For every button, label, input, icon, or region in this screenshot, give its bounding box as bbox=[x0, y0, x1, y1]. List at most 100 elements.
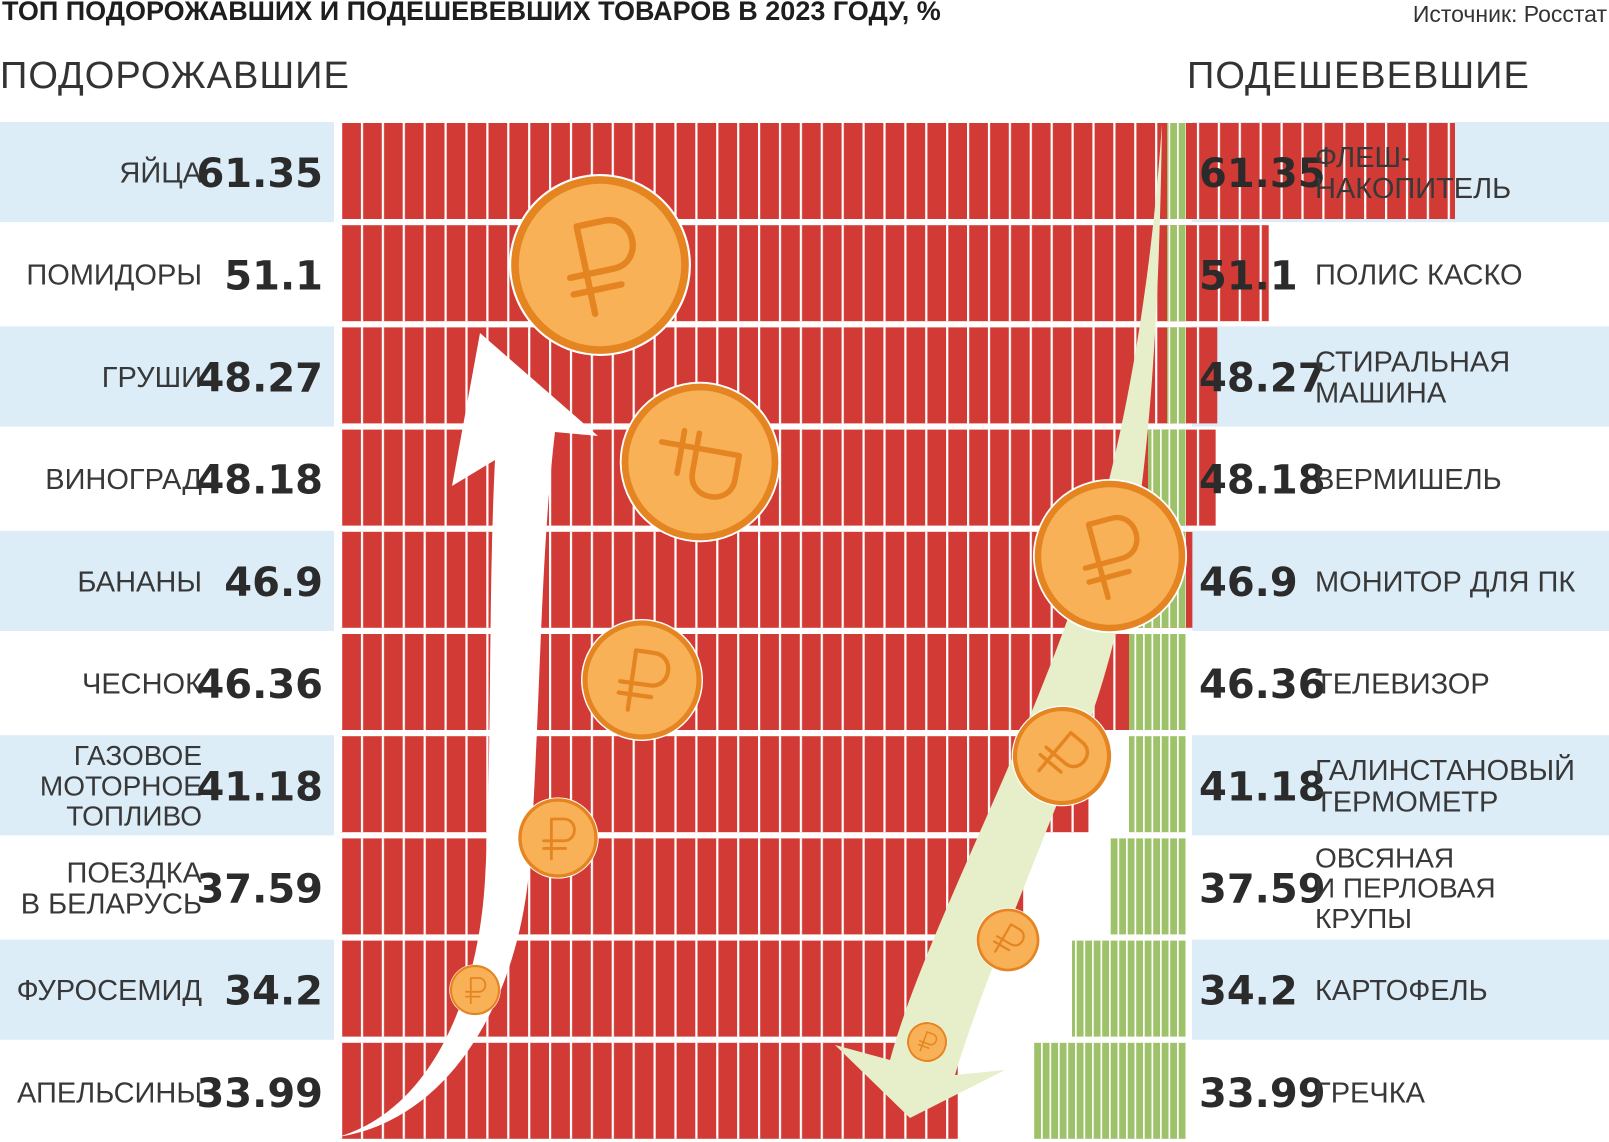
ruble-coin-icon bbox=[906, 1021, 948, 1063]
label-line: ФЛЕШ- bbox=[1315, 142, 1411, 174]
category-label-increase: ФУРОСЕМИД bbox=[17, 975, 203, 1007]
bar-decrease-stripes bbox=[1072, 940, 1186, 1037]
category-label-decrease: ГРЕЧКА bbox=[1315, 1077, 1426, 1109]
value-label-increase: 48.27 bbox=[196, 356, 323, 402]
section-title-decrease: ПОДЕШЕВЕВШИЕ bbox=[1187, 55, 1530, 97]
category-label-increase: БАНАНЫ bbox=[77, 566, 202, 598]
label-line: ЧЕСНОК bbox=[82, 669, 202, 701]
value-label-increase: 34.2 bbox=[224, 969, 323, 1015]
coin-body bbox=[518, 798, 598, 878]
bar-decrease-stripes bbox=[1167, 123, 1186, 219]
row-band bbox=[1192, 939, 1609, 1040]
value-label-decrease: 61.35 bbox=[1199, 151, 1326, 197]
label-line: ГРУШИ bbox=[102, 362, 202, 394]
label-line: ОВСЯНАЯ bbox=[1315, 842, 1454, 873]
label-line: ТОПЛИВО bbox=[66, 801, 202, 832]
label-line: ПОМИДОРЫ bbox=[26, 260, 202, 292]
label-line: КРУПЫ bbox=[1315, 903, 1412, 934]
label-line: И ПЕРЛОВАЯ bbox=[1315, 873, 1496, 904]
ruble-coin-icon bbox=[581, 619, 703, 741]
ruble-sign bbox=[1082, 514, 1140, 601]
value-label-decrease: 33.99 bbox=[1199, 1071, 1326, 1117]
coin-body bbox=[1012, 706, 1112, 806]
category-label-decrease: КАРТОФЕЛЬ bbox=[1315, 975, 1488, 1007]
row-band bbox=[0, 326, 334, 427]
value-label-decrease: 48.18 bbox=[1199, 458, 1326, 504]
category-label-decrease: ГАЛИНСТАНОВЫЙ ТЕРМОМЕТР bbox=[1315, 753, 1575, 818]
category-label-decrease: ВЕРМИШЕЛЬ bbox=[1315, 464, 1502, 496]
value-label-increase: 51.1 bbox=[224, 253, 323, 299]
category-label-increase: ЧЕСНОК bbox=[82, 669, 202, 701]
chart-title: ТОП ПОДОРОЖАВШИХ И ПОДЕШЕВЕВШИХ ТОВАРОВ … bbox=[2, 0, 941, 26]
label-line: МОТОРНОЕ bbox=[40, 770, 202, 801]
label-line: ГРЕЧКА bbox=[1315, 1077, 1426, 1109]
value-label-decrease: 37.59 bbox=[1199, 867, 1326, 913]
label-line: ВЕРМИШЕЛЬ bbox=[1315, 464, 1502, 496]
label-line: ТЕЛЕВИЗОР bbox=[1315, 669, 1490, 701]
label-line: В БЕЛАРУСЬ bbox=[21, 889, 202, 921]
ruble-sign bbox=[616, 648, 671, 712]
bar-decrease-stripes bbox=[1167, 225, 1186, 322]
label-line: ГАЗОВОЕ bbox=[74, 740, 202, 771]
bar-increase-stripes bbox=[340, 838, 1024, 935]
up-arrow-icon bbox=[338, 333, 598, 1137]
category-label-decrease: МОНИТОР ДЛЯ ПК bbox=[1315, 566, 1575, 598]
value-label-decrease: 46.9 bbox=[1199, 560, 1298, 606]
label-line: МОНИТОР ДЛЯ ПК bbox=[1315, 566, 1575, 598]
bar-increase-stripes bbox=[340, 736, 1089, 833]
category-label-increase: ЯЙЦА bbox=[119, 156, 202, 190]
category-label-increase: ПОМИДОРЫ bbox=[26, 260, 202, 292]
label-line: СТИРАЛЬНАЯ bbox=[1315, 346, 1510, 378]
category-label-increase: ПОЕЗДКА В БЕЛАРУСЬ bbox=[21, 857, 203, 920]
value-label-increase: 48.18 bbox=[196, 458, 323, 504]
category-label-increase: ГАЗОВОЕ МОТОРНОЕ ТОПЛИВО bbox=[40, 740, 202, 831]
value-label-decrease: 34.2 bbox=[1199, 969, 1298, 1015]
label-line: АПЕЛЬСИНЫ bbox=[17, 1077, 202, 1109]
bar-decrease-stripes bbox=[1034, 1042, 1186, 1139]
value-label-increase: 41.18 bbox=[196, 764, 323, 810]
value-label-increase: 61.35 bbox=[196, 151, 323, 197]
row-band bbox=[1192, 530, 1609, 631]
bar-decrease-stripes bbox=[1129, 736, 1186, 833]
coin-body bbox=[511, 176, 689, 354]
ruble-coin-icon bbox=[517, 797, 599, 879]
category-label-increase: ВИНОГРАД bbox=[45, 464, 202, 496]
coin-body bbox=[907, 1022, 947, 1062]
label-line: БАНАНЫ bbox=[77, 566, 202, 598]
category-label-increase: ГРУШИ bbox=[102, 362, 202, 394]
bar-increase-stripes bbox=[340, 940, 962, 1037]
row-band bbox=[0, 939, 334, 1040]
ruble-coin-icon bbox=[975, 907, 1041, 973]
coin-body bbox=[582, 620, 702, 740]
source-note: Источник: Росстат bbox=[1412, 1, 1607, 27]
value-label-increase: 33.99 bbox=[196, 1071, 323, 1117]
ruble-coin-icon bbox=[1032, 478, 1188, 634]
ruble-coin-icon bbox=[509, 174, 691, 356]
value-label-decrease: 51.1 bbox=[1199, 253, 1298, 299]
coin-body bbox=[976, 908, 1040, 972]
value-label-decrease: 48.27 bbox=[1199, 356, 1326, 402]
bar-increase-stripes bbox=[340, 123, 1455, 219]
ruble-sign bbox=[993, 923, 1025, 953]
bar-decrease-stripes bbox=[1129, 634, 1186, 730]
label-line: МАШИНА bbox=[1315, 378, 1447, 410]
value-label-increase: 46.36 bbox=[196, 662, 323, 708]
value-label-decrease: 41.18 bbox=[1199, 764, 1326, 810]
category-label-increase: АПЕЛЬСИНЫ bbox=[17, 1077, 202, 1109]
ruble-sign bbox=[1037, 730, 1090, 774]
category-label-decrease: ФЛЕШ-НАКОПИТЕЛЬ bbox=[1315, 142, 1511, 205]
category-label-decrease: СТИРАЛЬНАЯ МАШИНА bbox=[1315, 346, 1510, 409]
row-band bbox=[0, 530, 334, 631]
row-band bbox=[1192, 735, 1609, 836]
label-line: НАКОПИТЕЛЬ bbox=[1315, 173, 1511, 205]
value-label-decrease: 46.36 bbox=[1199, 662, 1326, 708]
ruble-sign bbox=[465, 977, 487, 1005]
value-label-increase: 46.9 bbox=[224, 560, 323, 606]
bar-decrease-stripes bbox=[1110, 838, 1186, 935]
ruble-coin-icon bbox=[619, 381, 781, 543]
category-label-decrease: ТЕЛЕВИЗОР bbox=[1315, 669, 1490, 701]
row-bands bbox=[0, 122, 1609, 1040]
ruble-coin-icon bbox=[1011, 705, 1113, 807]
